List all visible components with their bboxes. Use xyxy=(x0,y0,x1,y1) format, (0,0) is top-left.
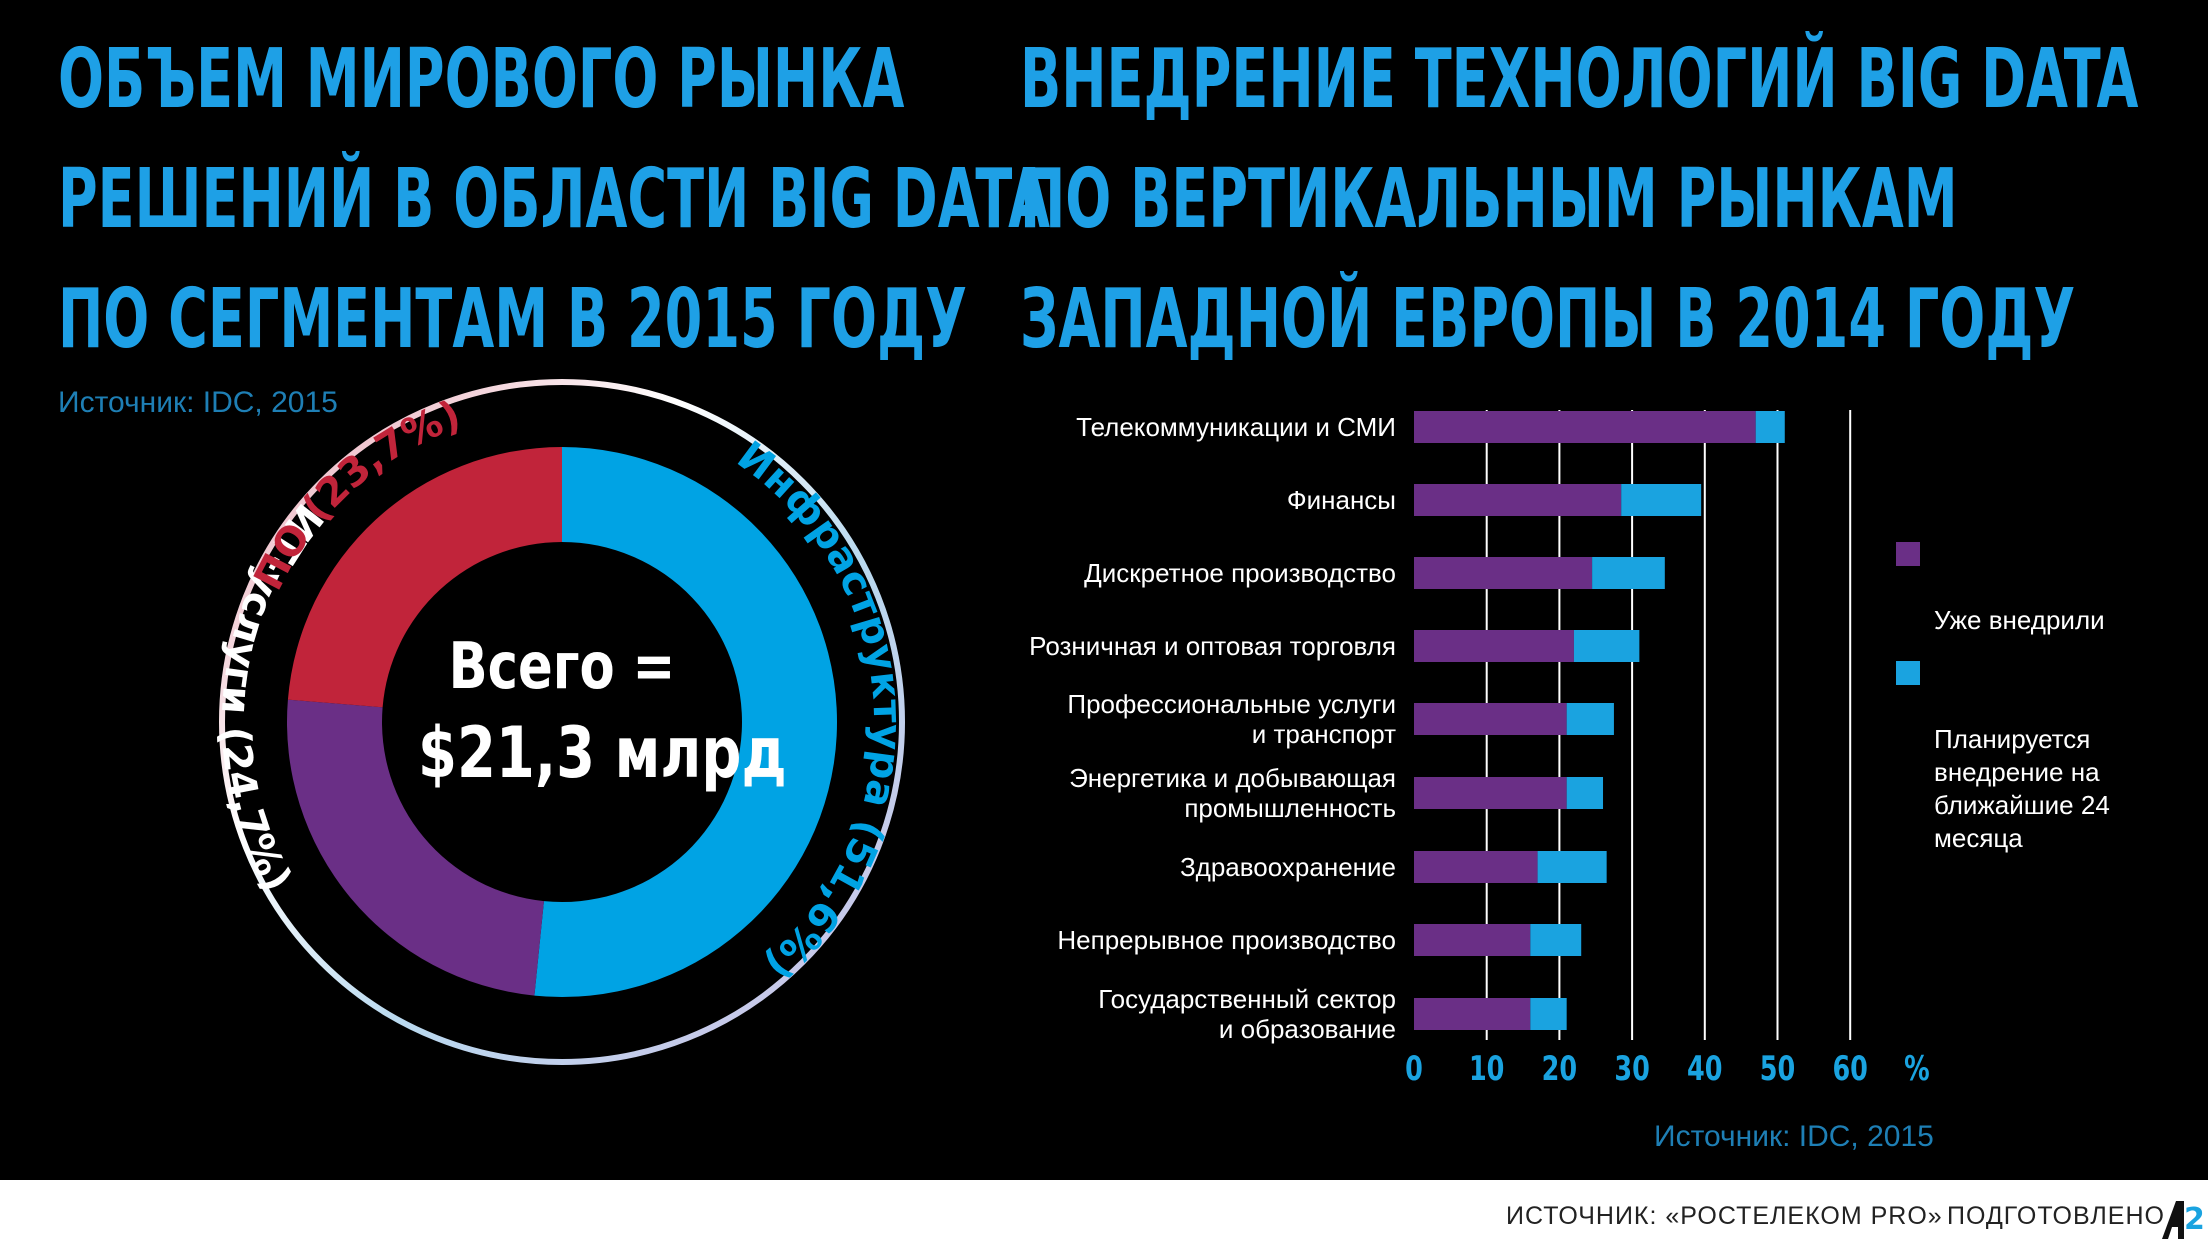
x-tick-label: 20 xyxy=(1542,1049,1577,1089)
infographic: ОБЪЕМ МИРОВОГО РЫНКА РЕШЕНИЙ В ОБЛАСТИ B… xyxy=(0,0,2208,1180)
x-tick-label: 30 xyxy=(1614,1049,1649,1089)
footer-source: ИСТОЧНИК: «РОСТЕЛЕКОМ PRO» xyxy=(1506,1202,1943,1230)
donut-slice xyxy=(287,447,562,708)
bar-planned xyxy=(1537,851,1607,883)
right-title-line: ВНЕДРЕНИЕ ТЕХНОЛОГИЙ BIG DATA xyxy=(1020,32,2139,127)
left-title-line: ПО СЕГМЕНТАМ В 2015 ГОДУ xyxy=(58,272,967,367)
legend-swatch-planned xyxy=(1896,661,1920,685)
bar-planned xyxy=(1566,777,1604,809)
bar-planned xyxy=(1573,630,1640,662)
x-tick-label: 0 xyxy=(1405,1049,1423,1089)
left-title: ОБЪЕМ МИРОВОГО РЫНКА РЕШЕНИЙ В ОБЛАСТИ B… xyxy=(58,20,1561,380)
legend-item-implemented: Уже внедрили xyxy=(1896,538,2144,637)
bar-legend: Уже внедрили Планируется внедрение на бл… xyxy=(1896,538,2144,875)
footer-prepared: ПОДГОТОВЛЕНО xyxy=(1947,1202,2165,1230)
bar-category-label: Дискретное производство xyxy=(1084,558,1396,588)
donut-chart: Инфраструктура (51,6%)ИТ-услуги (24,7%)П… xyxy=(212,379,910,1065)
a2-logo-digit: 2 xyxy=(2184,1202,2205,1237)
left-source: Источник: IDC, 2015 xyxy=(58,386,338,419)
bar-implemented xyxy=(1414,998,1531,1030)
bar-planned xyxy=(1566,703,1614,735)
bar-category-label: Непрерывное производство xyxy=(1057,925,1396,955)
bar-implemented xyxy=(1414,703,1567,735)
bar-planned xyxy=(1530,998,1567,1030)
bar-category-labels: Телекоммуникации и СМИ Финансы Дискретное … xyxy=(960,0,1396,1180)
x-tick-label: 50 xyxy=(1760,1049,1795,1089)
donut-slice xyxy=(534,447,838,997)
x-tick-label: 10 xyxy=(1469,1049,1504,1089)
right-title-line: ПО ВЕРТИКАЛЬНЫМ РЫНКАМ xyxy=(1020,152,1958,247)
bar-implemented xyxy=(1414,484,1622,516)
right-title: ВНЕДРЕНИЕ ТЕХНОЛОГИЙ BIG DATA ПО ВЕРТИКА… xyxy=(1020,20,2208,380)
bar-category-label: Здравоохранение xyxy=(1179,852,1396,882)
left-title-line: РЕШЕНИЙ В ОБЛАСТИ BIG DATA xyxy=(58,152,1051,247)
right-title-line: ЗАПАДНОЙ ЕВРОПЫ В 2014 ГОДУ xyxy=(1020,272,2076,367)
legend-label-planned: Планируется внедрение на ближайшие 24 ме… xyxy=(1934,724,2110,853)
x-tick-label: 40 xyxy=(1687,1049,1722,1089)
bar-category-label: Финансы xyxy=(1286,485,1396,515)
donut-center-line-2: $21,3 млрд xyxy=(418,712,787,794)
bar-implemented xyxy=(1414,777,1567,809)
a2-logo-mark xyxy=(2162,1201,2184,1239)
bar-category-label: Государственный сектор и образование xyxy=(1098,984,1396,1044)
legend-swatch-implemented xyxy=(1896,542,1920,566)
bar-implemented xyxy=(1414,557,1593,589)
x-tick-label: 60 xyxy=(1832,1049,1867,1089)
bar-category-label: Телекоммуникации и СМИ xyxy=(1076,412,1396,442)
donut-center-line-1: Всего = xyxy=(448,630,676,704)
bar-planned xyxy=(1530,924,1582,956)
bar-implemented xyxy=(1414,411,1756,443)
bar-planned xyxy=(1621,484,1702,516)
bar-implemented xyxy=(1414,924,1531,956)
right-source: Источник: IDC, 2015 xyxy=(1654,1120,1934,1153)
legend-label-implemented: Уже внедрили xyxy=(1934,605,2105,635)
legend-item-planned: Планируется внедрение на ближайшие 24 ме… xyxy=(1896,657,2144,855)
bar-planned xyxy=(1592,557,1665,589)
a2-logo: 2 xyxy=(2162,1201,2205,1239)
left-title-line: ОБЪЕМ МИРОВОГО РЫНКА xyxy=(58,32,905,127)
x-unit-label: % xyxy=(1904,1049,1930,1089)
donut-slice xyxy=(287,699,544,996)
bar-planned xyxy=(1755,411,1785,443)
bar-category-label: Розничная и оптовая торговля xyxy=(1029,631,1396,661)
bar-category-label: Энергетика и добывающая промышленность xyxy=(1069,763,1396,823)
bar-implemented xyxy=(1414,851,1538,883)
bar-category-label: Профессиональные услуги и транспорт xyxy=(1067,689,1396,749)
footer: ИСТОЧНИК: «РОСТЕЛЕКОМ PRO» ПОДГОТОВЛЕНО xyxy=(0,1180,2208,1252)
donut-outer-ring xyxy=(219,379,905,1065)
bar-implemented xyxy=(1414,630,1574,662)
